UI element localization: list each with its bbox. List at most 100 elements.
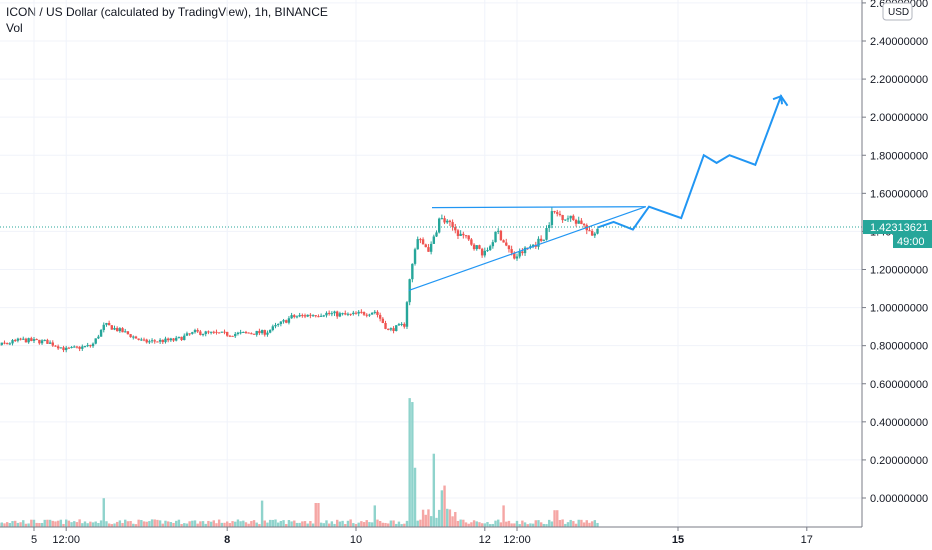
volume-bar	[204, 523, 207, 527]
volume-bar	[365, 520, 368, 527]
x-axis-tick-label: 12	[479, 534, 491, 546]
candle-body	[311, 315, 315, 317]
volume-bar	[499, 522, 503, 527]
candle-body	[97, 336, 100, 339]
candle-body	[470, 239, 473, 245]
volume-bar	[376, 519, 379, 527]
volume-bar	[59, 519, 63, 527]
candle-body	[446, 220, 449, 223]
candle-body	[59, 347, 63, 349]
candle-body	[279, 321, 283, 325]
candle-body	[558, 213, 562, 216]
volume-bar	[362, 522, 366, 527]
candle-body	[357, 311, 360, 314]
candle-body	[499, 230, 503, 241]
volume-bar	[515, 520, 519, 527]
candle-body	[145, 339, 148, 343]
volume-bar	[164, 520, 167, 527]
candle-body	[89, 345, 92, 347]
volume-bar	[169, 522, 173, 527]
volume-bar	[110, 524, 114, 527]
candle-body	[488, 246, 492, 251]
candle-body	[137, 338, 140, 340]
volume-bar	[40, 522, 44, 527]
y-axis-tick-label: 0.80000000	[870, 341, 928, 353]
triangle-lower-line	[408, 206, 646, 291]
candle-body	[110, 325, 114, 330]
volume-bar	[336, 519, 339, 527]
candle-body	[207, 331, 210, 333]
candle-body	[349, 313, 352, 315]
volume-bar	[75, 522, 79, 527]
volume-bar	[298, 522, 301, 527]
candle-body	[282, 320, 285, 322]
volume-bar	[51, 520, 54, 527]
candle-body	[421, 239, 425, 245]
candle-body	[341, 313, 344, 315]
volume-bar	[239, 521, 242, 527]
candle-body	[183, 335, 186, 341]
volume-bar	[539, 522, 543, 527]
volume-bar	[580, 519, 583, 527]
candle-body	[397, 324, 401, 326]
candle-body	[478, 245, 481, 249]
volume-bar	[529, 523, 532, 527]
candle-body	[365, 314, 368, 316]
candle-body	[177, 336, 181, 338]
volume-bar	[327, 523, 331, 527]
candle-body	[70, 346, 73, 348]
volume-bar	[419, 519, 422, 527]
volume-bar	[478, 522, 481, 527]
candle-body	[306, 314, 309, 317]
volume-bar	[115, 521, 119, 527]
volume-bar	[142, 521, 146, 527]
candle-body	[180, 336, 183, 341]
candle-body	[346, 313, 350, 315]
volume-bar	[429, 516, 433, 527]
volume-bar	[384, 522, 387, 527]
volume-bar	[322, 523, 325, 527]
volume-bar	[314, 503, 317, 527]
volume-bar	[462, 519, 465, 527]
candle-body	[228, 335, 232, 337]
candle-body	[38, 339, 41, 344]
volume-bar	[212, 520, 215, 527]
candle-body	[252, 333, 256, 335]
volume-bar	[185, 523, 189, 527]
y-axis-tick-label: 1.00000000	[870, 303, 928, 315]
volume-bar	[488, 524, 492, 527]
volume-bar	[22, 520, 25, 527]
x-axis[interactable]: 5 12:00 8 10 12 12:00 15 17	[0, 526, 862, 546]
projection-path	[597, 94, 789, 231]
volume-bar	[255, 522, 258, 527]
candle-body	[19, 338, 22, 340]
volume-bar	[507, 520, 511, 527]
volume-bar	[266, 522, 269, 527]
volume-bar	[62, 523, 65, 527]
candle-body	[32, 339, 36, 341]
volume-bar	[217, 519, 221, 527]
candle-body	[301, 315, 304, 317]
drawings[interactable]	[408, 94, 789, 291]
candle-body	[169, 338, 173, 341]
volume-bar	[416, 520, 419, 527]
candle-body	[572, 215, 575, 220]
candle-body	[86, 345, 89, 347]
candle-body	[166, 338, 170, 341]
candle-body	[201, 334, 205, 336]
volume-bar	[207, 520, 210, 527]
y-axis-tick-label: 0.20000000	[870, 455, 928, 467]
volume-bar	[534, 520, 537, 527]
candle-body	[16, 338, 20, 341]
volume-bar	[183, 523, 186, 527]
volume-bar	[381, 522, 385, 527]
volume-bar	[437, 509, 441, 527]
volume-bar	[459, 519, 462, 527]
volume-bar	[27, 523, 30, 527]
volume-bar	[523, 522, 527, 527]
volume-bar	[223, 522, 226, 527]
volume-bar	[494, 520, 497, 527]
y-axis[interactable]: 2.600000002.400000002.200000002.00000000…	[861, 0, 932, 527]
candle-body	[236, 332, 240, 335]
